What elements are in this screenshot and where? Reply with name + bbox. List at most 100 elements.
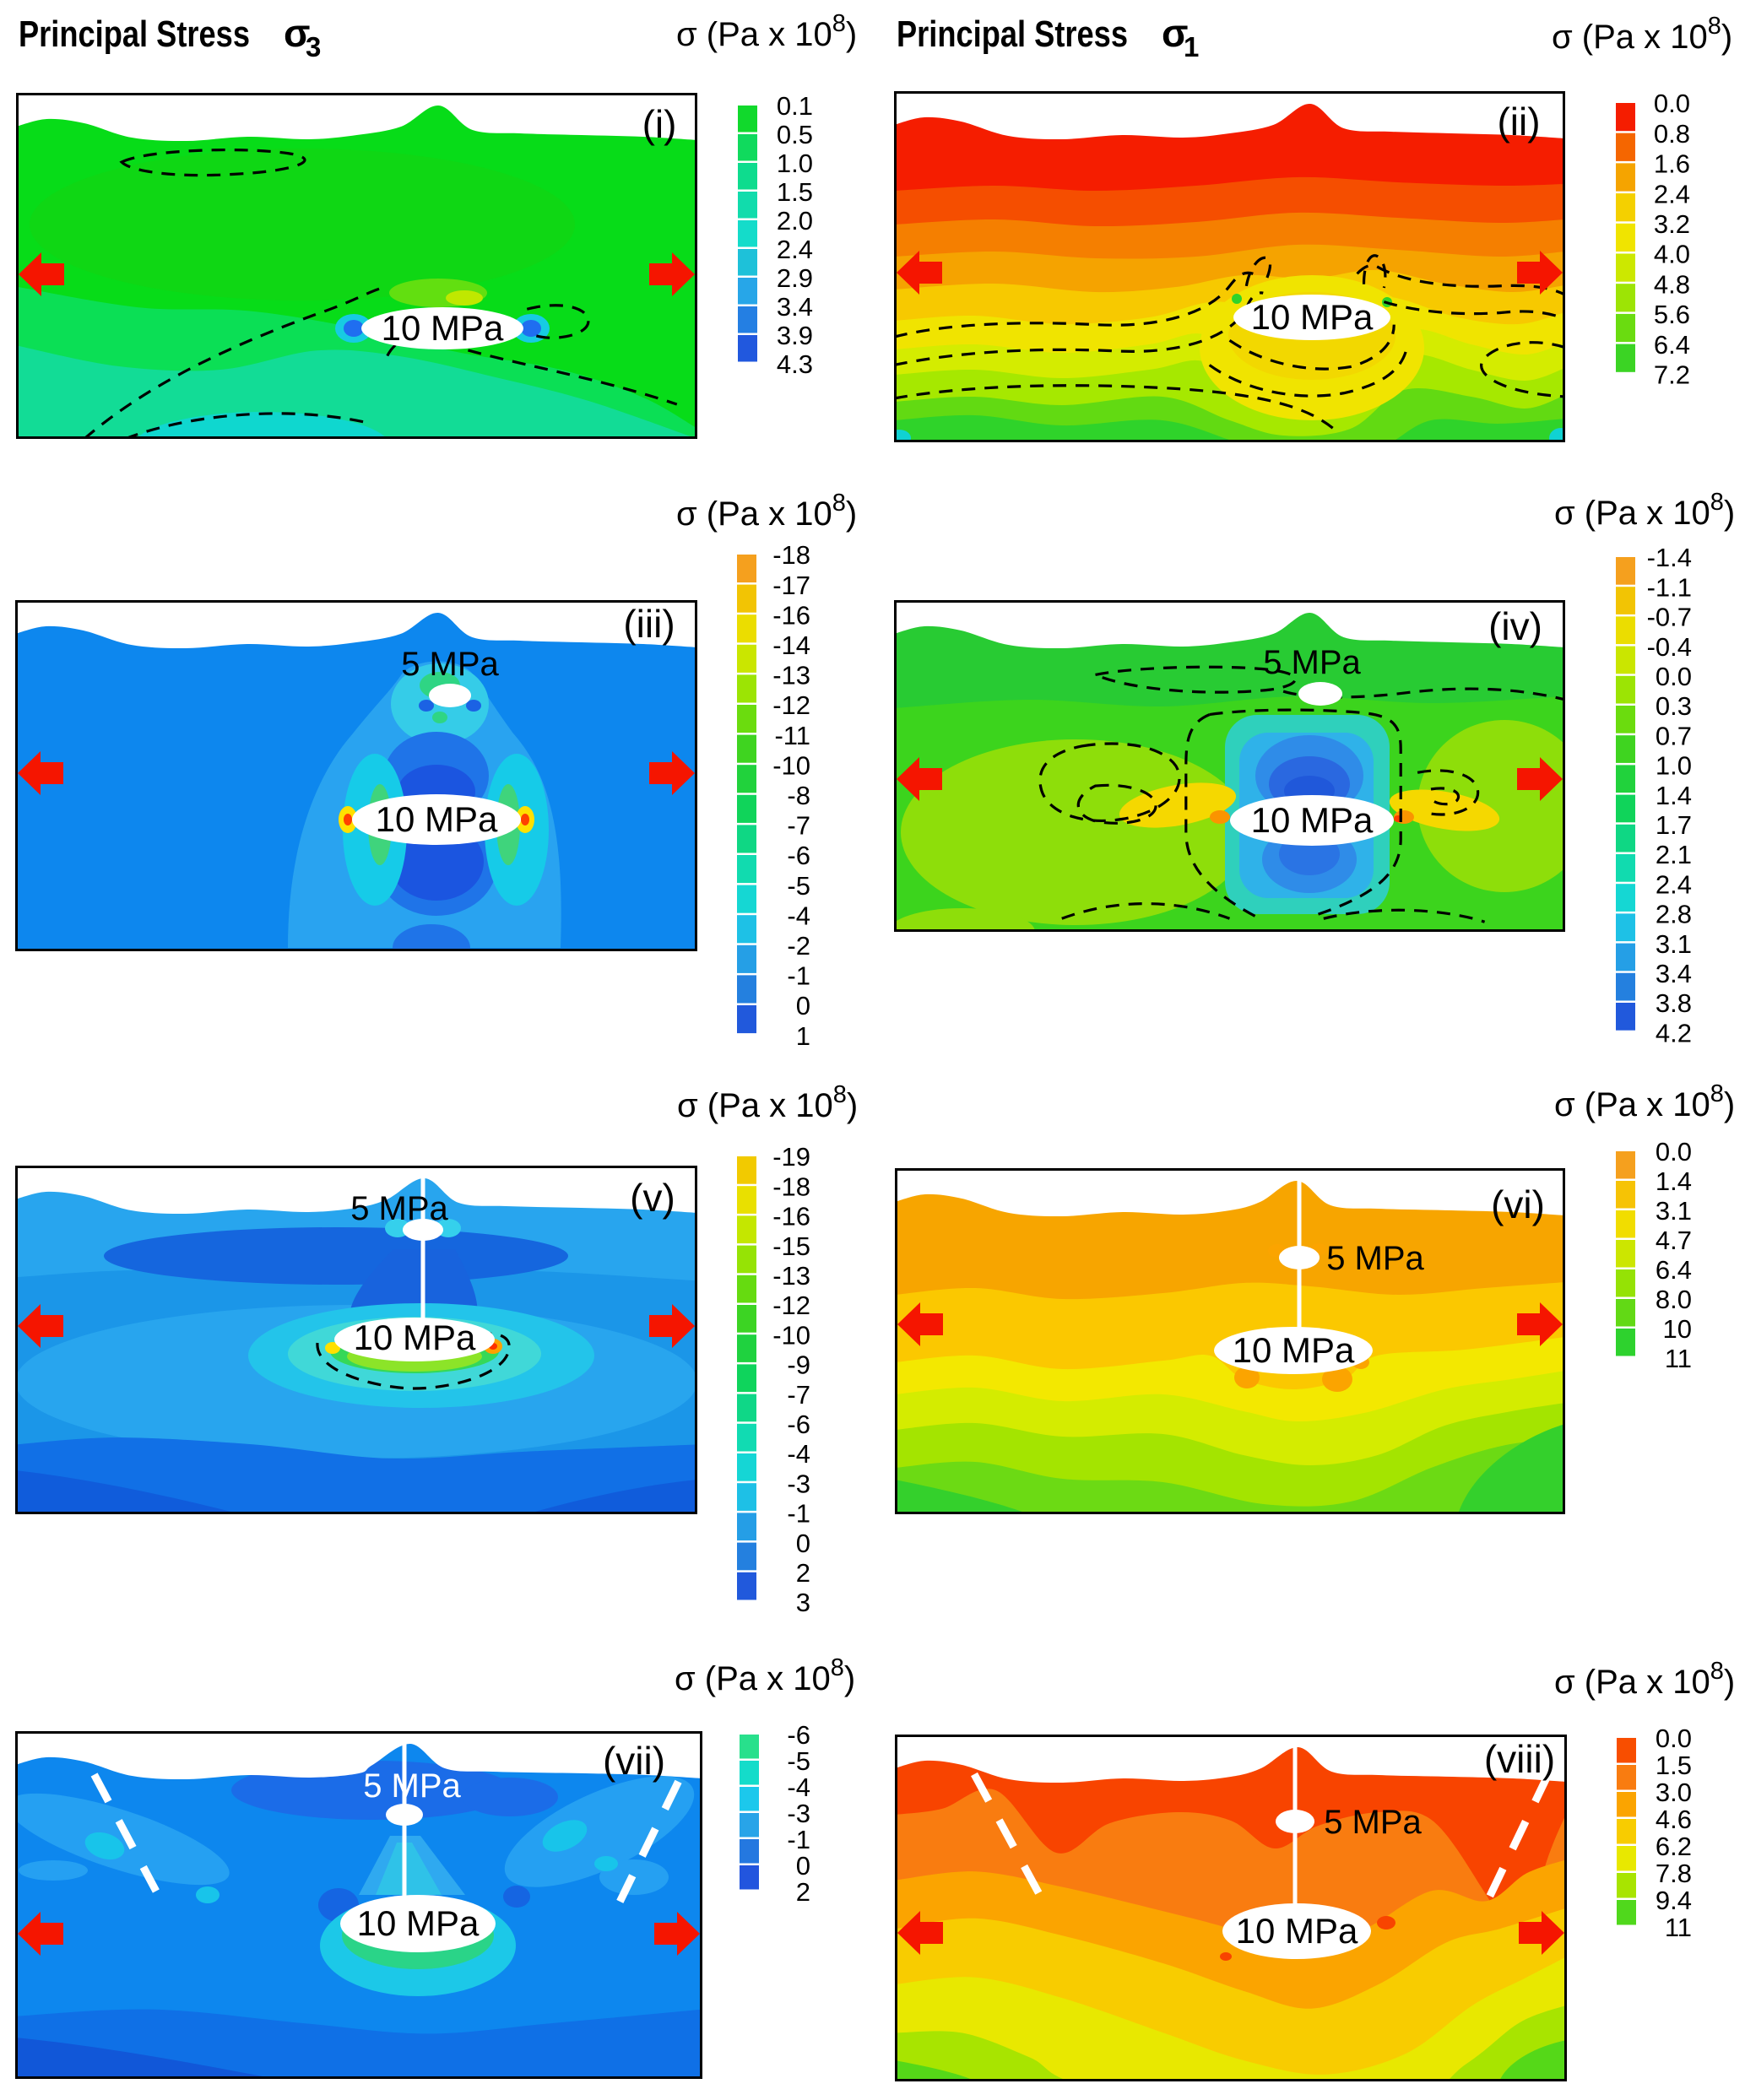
svg-text:-5: -5 [787, 1746, 810, 1776]
svg-text:9.4: 9.4 [1656, 1886, 1692, 1915]
svg-text:σ (Pa x 108): σ (Pa x 108) [1554, 1658, 1735, 1701]
svg-text:0.7: 0.7 [1656, 721, 1692, 750]
svg-text:-4: -4 [787, 901, 810, 930]
svg-text:0: 0 [796, 991, 810, 1020]
svg-text:6.4: 6.4 [1654, 330, 1690, 360]
svg-text:-6: -6 [787, 1720, 810, 1750]
svg-text:0.0: 0.0 [1656, 1137, 1692, 1166]
svg-text:1.0: 1.0 [777, 149, 813, 178]
svg-text:-16: -16 [772, 600, 810, 630]
svg-text:0.1: 0.1 [777, 91, 813, 121]
svg-text:(v): (v) [630, 1176, 675, 1220]
svg-text:3.9: 3.9 [777, 321, 813, 350]
svg-text:0.5: 0.5 [777, 120, 813, 149]
svg-text:-18: -18 [772, 1172, 810, 1201]
svg-text:5.6: 5.6 [1654, 300, 1690, 329]
svg-text:3: 3 [796, 1588, 810, 1617]
svg-text:7.2: 7.2 [1654, 360, 1690, 390]
svg-text:10 MPa: 10 MPa [1236, 1911, 1358, 1951]
svg-text:-6: -6 [787, 841, 810, 870]
svg-text:11: 11 [1665, 1913, 1692, 1942]
svg-text:0.8: 0.8 [1654, 119, 1690, 149]
svg-text:-8: -8 [787, 781, 810, 810]
svg-text:4.6: 4.6 [1656, 1805, 1692, 1834]
svg-text:1.4: 1.4 [1656, 781, 1692, 810]
svg-text:σ (Pa x 108): σ (Pa x 108) [676, 10, 857, 53]
svg-text:5 MPa: 5 MPa [350, 1190, 448, 1227]
svg-text:σ (Pa x 108): σ (Pa x 108) [675, 1654, 855, 1697]
svg-text:(viii): (viii) [1484, 1737, 1555, 1781]
svg-text:2.4: 2.4 [1656, 869, 1692, 899]
svg-text:2.8: 2.8 [1656, 900, 1692, 929]
svg-text:8.0: 8.0 [1656, 1285, 1692, 1314]
svg-text:-1.1: -1.1 [1647, 572, 1692, 602]
svg-text:(iv): (iv) [1488, 604, 1542, 648]
svg-text:3.4: 3.4 [1656, 959, 1692, 988]
svg-text:4.8: 4.8 [1654, 269, 1690, 299]
svg-text:1: 1 [796, 1021, 810, 1051]
svg-text:2.0: 2.0 [777, 206, 813, 235]
svg-text:10 MPa: 10 MPa [382, 308, 504, 348]
svg-text:-3: -3 [787, 1469, 810, 1498]
svg-text:-16: -16 [772, 1202, 810, 1231]
svg-text:2.1: 2.1 [1656, 840, 1692, 869]
svg-text:5 MPa: 5 MPa [363, 1767, 461, 1805]
svg-text:1.5: 1.5 [1656, 1751, 1692, 1780]
svg-text:6.4: 6.4 [1656, 1255, 1692, 1285]
svg-text:4.2: 4.2 [1656, 1018, 1692, 1047]
svg-text:-5: -5 [787, 871, 810, 901]
svg-text:-7: -7 [787, 1380, 810, 1410]
svg-text:-19: -19 [772, 1142, 810, 1172]
svg-text:3.1: 3.1 [1656, 1196, 1692, 1226]
svg-text:-3: -3 [787, 1799, 810, 1828]
svg-text:(i): (i) [642, 102, 677, 146]
svg-text:10 MPa: 10 MPa [1251, 297, 1374, 337]
svg-text:-0.7: -0.7 [1647, 603, 1692, 632]
svg-text:1.0: 1.0 [1656, 751, 1692, 781]
svg-text:3: 3 [306, 31, 321, 62]
svg-text:2.4: 2.4 [1654, 179, 1690, 208]
svg-text:4.3: 4.3 [777, 349, 813, 379]
svg-text:6.2: 6.2 [1656, 1832, 1692, 1861]
svg-text:σ (Pa x 108): σ (Pa x 108) [677, 1081, 858, 1124]
svg-text:3.0: 3.0 [1656, 1778, 1692, 1807]
svg-text:-1.4: -1.4 [1647, 543, 1692, 572]
svg-text:1.6: 1.6 [1654, 149, 1690, 179]
svg-text:10 MPa: 10 MPa [1233, 1330, 1355, 1370]
svg-text:10 MPa: 10 MPa [1251, 800, 1374, 840]
svg-text:-15: -15 [772, 1231, 810, 1261]
svg-text:-10: -10 [772, 750, 810, 780]
svg-text:3.2: 3.2 [1654, 209, 1690, 239]
svg-text:10 MPa: 10 MPa [357, 1903, 480, 1943]
svg-text:-14: -14 [772, 631, 810, 660]
svg-text:-6: -6 [787, 1410, 810, 1439]
svg-text:-12: -12 [772, 690, 810, 720]
svg-text:1.7: 1.7 [1656, 810, 1692, 840]
svg-text:-17: -17 [772, 571, 810, 600]
svg-text:0.3: 0.3 [1656, 691, 1692, 721]
svg-text:1: 1 [1184, 31, 1199, 62]
svg-text:(vii): (vii) [603, 1739, 665, 1783]
svg-text:2: 2 [796, 1877, 810, 1907]
svg-text:-11: -11 [774, 721, 810, 750]
svg-text:0: 0 [796, 1851, 810, 1881]
svg-text:-1: -1 [787, 1499, 810, 1529]
svg-text:10: 10 [1663, 1314, 1692, 1344]
svg-text:4.0: 4.0 [1654, 240, 1690, 269]
svg-text:0.0: 0.0 [1654, 89, 1690, 118]
svg-text:-4: -4 [787, 1773, 810, 1802]
svg-text:4.7: 4.7 [1656, 1226, 1692, 1255]
svg-text:(ii): (ii) [1497, 100, 1540, 143]
svg-text:-7: -7 [787, 811, 810, 841]
svg-text:10 MPa: 10 MPa [376, 799, 498, 839]
svg-text:σ (Pa x 108): σ (Pa x 108) [676, 490, 857, 533]
svg-text:(vi): (vi) [1491, 1183, 1545, 1226]
svg-text:5 MPa: 5 MPa [1326, 1240, 1424, 1277]
svg-text:5 MPa: 5 MPa [401, 646, 499, 683]
svg-text:1.5: 1.5 [777, 177, 813, 207]
svg-text:-2: -2 [787, 931, 810, 961]
svg-text:3.8: 3.8 [1656, 988, 1692, 1018]
svg-text:-13: -13 [772, 1261, 810, 1291]
svg-text:(iii): (iii) [623, 602, 675, 646]
svg-text:0: 0 [796, 1529, 810, 1558]
